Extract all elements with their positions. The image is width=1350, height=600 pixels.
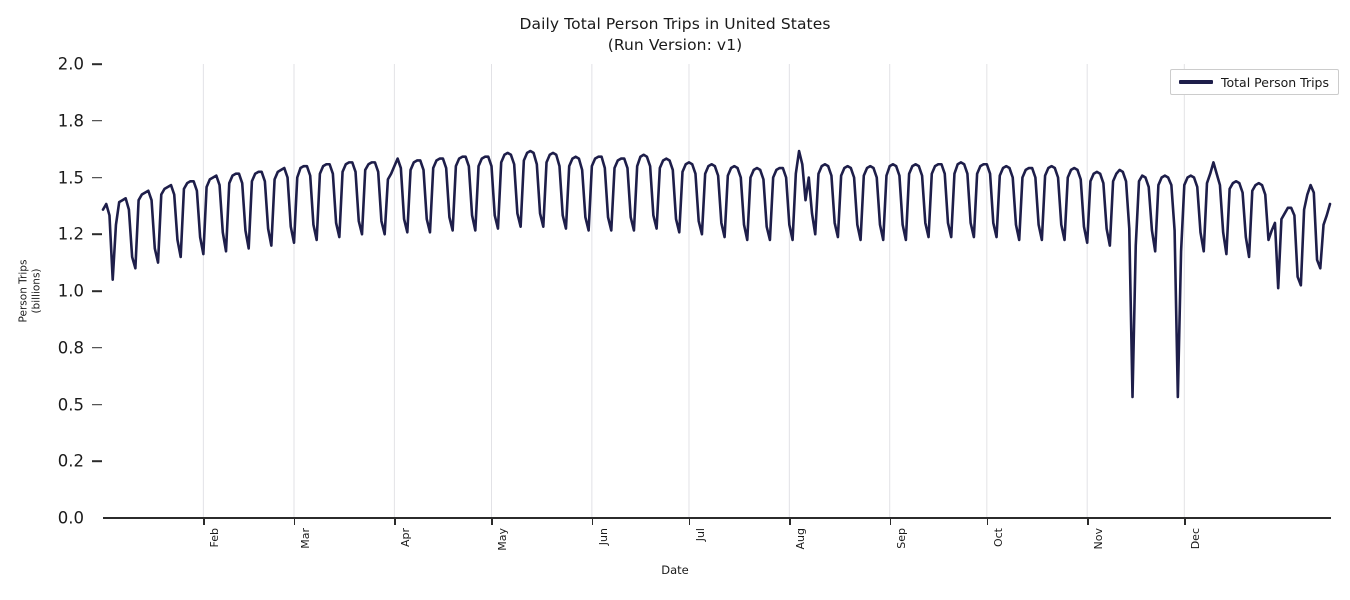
y-tick-label: 1.5 — [57, 168, 84, 187]
x-tick-label: Sep — [894, 528, 908, 549]
x-tick-label: Jun — [596, 528, 610, 546]
x-tick-mark — [394, 519, 396, 525]
legend-label-total-person-trips: Total Person Trips — [1221, 74, 1330, 90]
y-tick-mark — [92, 63, 102, 65]
x-tick-label: Jul — [693, 528, 707, 542]
x-tick-label: May — [496, 528, 510, 551]
y-tick-label: 1.8 — [57, 111, 84, 131]
x-tick-label: Apr — [399, 528, 413, 548]
x-tick-mark — [294, 519, 296, 525]
y-tick-mark — [92, 403, 102, 406]
x-tick-mark — [491, 519, 493, 525]
x-tick-label: Feb — [208, 528, 222, 548]
y-tick-label: 1.0 — [57, 281, 84, 301]
x-tick-mark — [688, 519, 691, 525]
y-tick-mark — [92, 176, 102, 179]
vertical-gridlines — [202, 64, 1185, 518]
chart-title: Daily Total Person Trips in United State… — [519, 15, 831, 33]
data-line-chart — [101, 64, 1332, 518]
y-tick-label: 0.8 — [57, 338, 84, 358]
y-tick-mark — [92, 119, 102, 122]
y-tick-label: 1.2 — [57, 224, 84, 244]
y-tick-mark — [92, 346, 102, 349]
y-tick-mark — [92, 233, 102, 236]
x-tick-mark — [1087, 519, 1089, 525]
x-tick-mark — [789, 519, 791, 525]
x-tick-label: Oct — [991, 528, 1005, 548]
y-tick-label: 0.2 — [57, 451, 84, 471]
y-tick-mark — [92, 290, 102, 292]
y-tick-label: 0.5 — [57, 395, 84, 414]
x-tick-label: Dec — [1189, 528, 1203, 550]
x-tick-label: Mar — [299, 528, 312, 549]
chart-legend[interactable]: Total Person Trips — [1170, 69, 1340, 95]
y-tick-mark — [92, 460, 102, 463]
y-tick-label: 2.0 — [57, 54, 84, 74]
x-axis-label: Date — [661, 563, 689, 577]
legend-swatch-total-person-trips — [1179, 80, 1213, 84]
x-tick-mark — [591, 519, 594, 525]
chart-subtitle: (Run Version: v1) — [607, 36, 743, 54]
series-line-total-person-trips — [101, 149, 1332, 399]
x-tick-mark — [1184, 519, 1186, 525]
x-axis-spine — [103, 517, 1331, 520]
x-tick-mark — [986, 519, 989, 525]
x-tick-label: Aug — [794, 528, 808, 550]
plot-area — [101, 64, 1332, 518]
x-tick-mark — [889, 519, 892, 525]
x-tick-mark — [203, 519, 205, 525]
y-tick-label: 0.0 — [57, 508, 84, 528]
chart-title-block: Daily Total Person Trips in United State… — [0, 14, 1350, 56]
x-tick-label: Nov — [1092, 528, 1106, 550]
